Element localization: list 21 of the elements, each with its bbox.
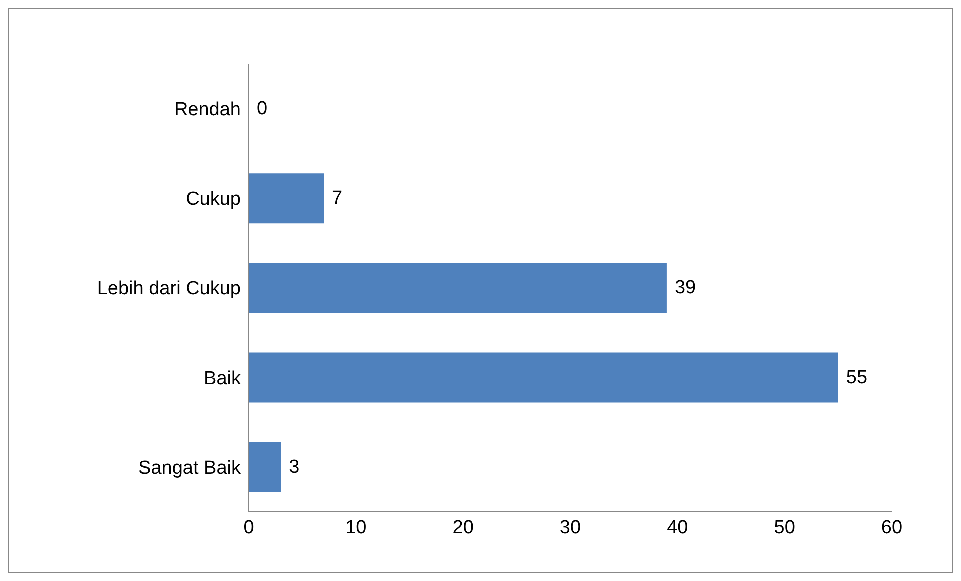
y-tick-label: Cukup: [186, 189, 241, 210]
bar: [249, 263, 667, 314]
data-label: 55: [846, 367, 868, 388]
bar: [249, 442, 282, 492]
x-tick-label: 50: [774, 517, 796, 538]
data-label: 39: [674, 278, 696, 299]
x-tick-label: 0: [244, 517, 254, 538]
y-tick-label: Baik: [204, 368, 242, 390]
x-tick-label: 10: [346, 517, 367, 538]
bar: [249, 352, 838, 403]
y-tick-label: Lebih dari Cukup: [97, 278, 241, 300]
data-label: 3: [289, 456, 300, 478]
data-label: 0: [257, 98, 268, 120]
x-tick-label: 60: [881, 517, 903, 538]
x-tick-label: 40: [667, 517, 688, 538]
data-label: 7: [332, 188, 343, 210]
x-tick-label: 30: [560, 517, 582, 538]
y-tick-label: Sangat Baik: [138, 458, 242, 479]
x-tick-label: 20: [452, 517, 474, 538]
y-tick-label: Rendah: [174, 100, 241, 121]
bar: [249, 174, 324, 224]
